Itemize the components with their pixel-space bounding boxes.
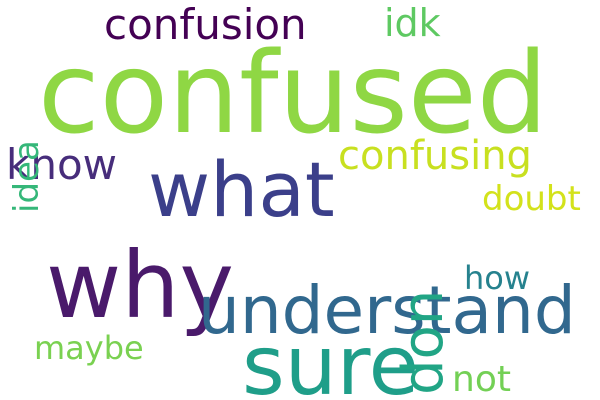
word-know: know [6,140,117,189]
word-idea: idea [7,140,47,213]
word-confusion: confusion [104,0,307,49]
word-confusing: confusing [338,133,532,179]
word-idk: idk [384,1,441,45]
word-maybe: maybe [34,329,144,367]
word-why: why [46,232,234,339]
word-what: what [148,145,335,234]
word-doubt: doubt [482,179,581,219]
word-confused: confused [38,29,548,159]
word-understand: understand [198,272,576,349]
word-don: don [391,289,456,395]
word-not: not [452,359,511,400]
word-sure: sure [242,319,420,400]
word-how: how [464,259,531,297]
